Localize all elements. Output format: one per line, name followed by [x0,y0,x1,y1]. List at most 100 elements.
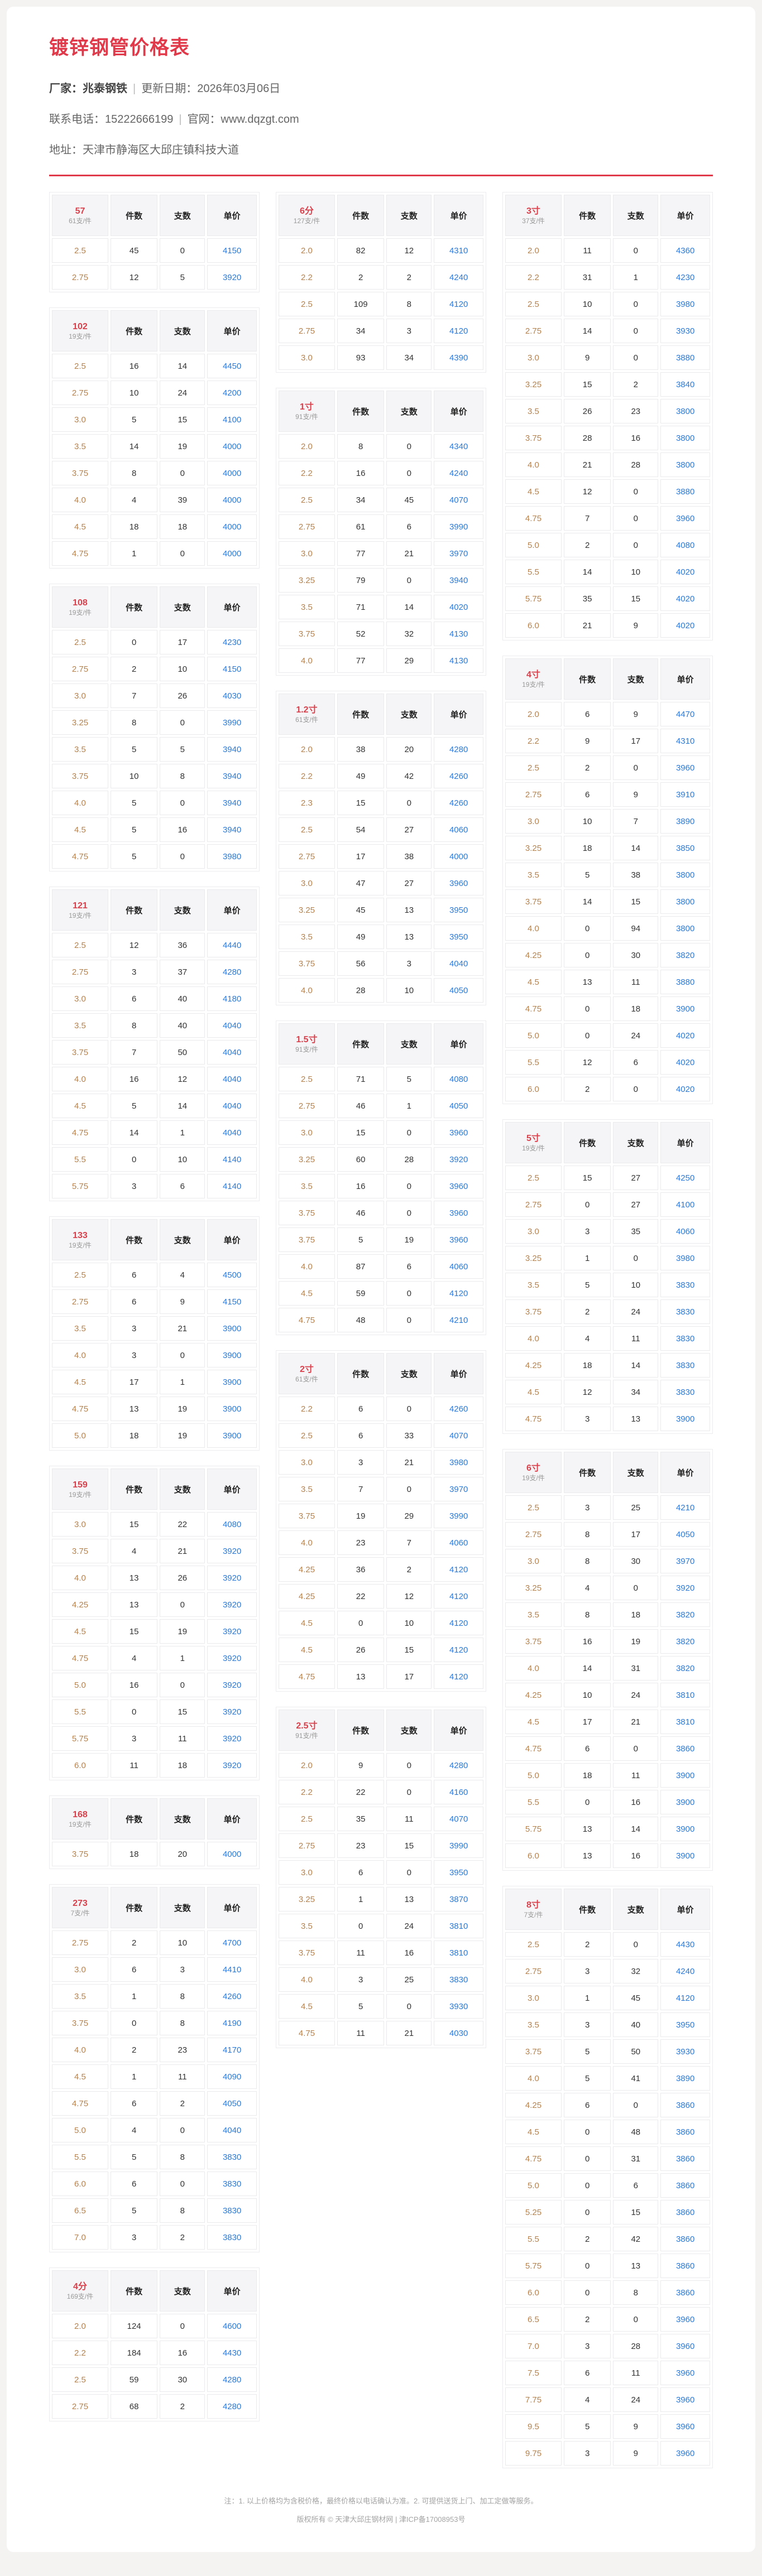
price-link[interactable]: 3880 [660,345,710,370]
price-link[interactable]: 4020 [434,595,483,619]
price-link[interactable]: 4040 [207,2118,257,2142]
price-link[interactable]: 4100 [207,407,257,432]
price-link[interactable]: 4280 [434,1753,483,1778]
price-link[interactable]: 3800 [660,863,710,887]
price-link[interactable]: 4070 [434,1423,483,1448]
price-link[interactable]: 3820 [660,943,710,967]
price-link[interactable]: 4240 [434,461,483,485]
price-link[interactable]: 3920 [207,1646,257,1670]
price-link[interactable]: 4000 [207,1842,257,1866]
price-link[interactable]: 3800 [660,426,710,450]
price-link[interactable]: 4060 [434,817,483,842]
price-link[interactable]: 4160 [434,1780,483,1804]
price-link[interactable]: 4280 [207,960,257,984]
price-link[interactable]: 4200 [207,381,257,405]
price-link[interactable]: 3960 [660,2307,710,2332]
price-link[interactable]: 3960 [660,2334,710,2358]
price-link[interactable]: 3890 [660,809,710,834]
price-link[interactable]: 3800 [660,452,710,477]
price-link[interactable]: 3880 [660,479,710,504]
price-link[interactable]: 4430 [660,1932,710,1957]
price-link[interactable]: 4280 [207,2367,257,2392]
price-link[interactable]: 3920 [207,1699,257,1724]
price-link[interactable]: 3830 [660,1299,710,1324]
price-link[interactable]: 4060 [434,1254,483,1279]
price-link[interactable]: 4230 [207,630,257,654]
price-link[interactable]: 3930 [434,1994,483,2019]
price-link[interactable]: 4280 [207,2394,257,2419]
price-link[interactable]: 3980 [660,292,710,316]
price-link[interactable]: 4080 [660,533,710,557]
price-link[interactable]: 3900 [660,1843,710,1868]
price-link[interactable]: 4450 [207,354,257,378]
price-link[interactable]: 3920 [207,265,257,290]
price-link[interactable]: 4430 [207,2341,257,2365]
price-link[interactable]: 4020 [660,1050,710,1075]
price-link[interactable]: 4120 [434,1638,483,1662]
price-link[interactable]: 4280 [434,737,483,762]
price-link[interactable]: 4040 [207,1013,257,1038]
price-link[interactable]: 3940 [207,817,257,842]
price-link[interactable]: 4140 [207,1174,257,1198]
price-link[interactable]: 4080 [434,1067,483,1091]
price-link[interactable]: 4040 [207,1067,257,1091]
price-link[interactable]: 4020 [660,1023,710,1048]
price-link[interactable]: 4030 [207,683,257,708]
price-link[interactable]: 4130 [434,622,483,646]
price-link[interactable]: 4020 [660,560,710,584]
price-link[interactable]: 3960 [660,2361,710,2385]
price-link[interactable]: 3830 [207,2198,257,2223]
price-link[interactable]: 3960 [660,506,710,531]
price-link[interactable]: 4600 [207,2314,257,2338]
price-link[interactable]: 3860 [660,2173,710,2198]
price-link[interactable]: 4020 [660,586,710,611]
price-link[interactable]: 3980 [434,1450,483,1475]
price-link[interactable]: 3920 [207,1619,257,1644]
price-link[interactable]: 4500 [207,1263,257,1287]
price-link[interactable]: 3860 [660,2146,710,2171]
price-link[interactable]: 3920 [207,1592,257,1617]
price-link[interactable]: 4390 [434,345,483,370]
price-link[interactable]: 4260 [434,791,483,815]
price-link[interactable]: 3920 [207,1539,257,1563]
price-link[interactable]: 3900 [207,1397,257,1421]
price-link[interactable]: 3870 [434,1887,483,1911]
price-link[interactable]: 4000 [207,461,257,485]
price-link[interactable]: 3920 [207,1753,257,1778]
price-link[interactable]: 4000 [207,488,257,512]
price-link[interactable]: 4310 [434,238,483,263]
price-link[interactable]: 3960 [434,1120,483,1145]
price-link[interactable]: 4120 [434,319,483,343]
price-link[interactable]: 3920 [660,1576,710,1600]
price-link[interactable]: 4040 [434,951,483,976]
price-link[interactable]: 3980 [207,844,257,869]
price-link[interactable]: 3820 [660,1656,710,1681]
price-link[interactable]: 3950 [434,925,483,949]
price-link[interactable]: 4120 [434,292,483,316]
price-link[interactable]: 3830 [660,1326,710,1351]
price-link[interactable]: 3860 [660,2280,710,2305]
price-link[interactable]: 3810 [660,1683,710,1707]
price-link[interactable]: 4050 [660,1522,710,1547]
price-link[interactable]: 3900 [660,1790,710,1814]
price-link[interactable]: 4250 [660,1166,710,1190]
price-link[interactable]: 4000 [434,844,483,869]
price-link[interactable]: 4440 [207,933,257,957]
price-link[interactable]: 4190 [207,2011,257,2035]
price-link[interactable]: 3920 [207,1726,257,1751]
price-link[interactable]: 4170 [207,2038,257,2062]
price-link[interactable]: 3900 [660,1817,710,1841]
price-link[interactable]: 4080 [207,1512,257,1537]
price-link[interactable]: 3990 [434,514,483,539]
price-link[interactable]: 3960 [434,1227,483,1252]
price-link[interactable]: 3960 [434,871,483,895]
price-link[interactable]: 3810 [434,1914,483,1938]
price-link[interactable]: 4150 [207,238,257,263]
price-link[interactable]: 4240 [660,1959,710,1983]
price-link[interactable]: 3830 [660,1353,710,1378]
price-link[interactable]: 4070 [434,488,483,512]
price-link[interactable]: 4040 [207,1094,257,1118]
price-link[interactable]: 4090 [207,2064,257,2089]
price-link[interactable]: 4260 [434,764,483,788]
price-link[interactable]: 4260 [207,1984,257,2009]
